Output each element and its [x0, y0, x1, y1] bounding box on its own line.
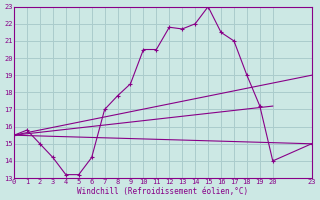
X-axis label: Windchill (Refroidissement éolien,°C): Windchill (Refroidissement éolien,°C) — [77, 187, 248, 196]
